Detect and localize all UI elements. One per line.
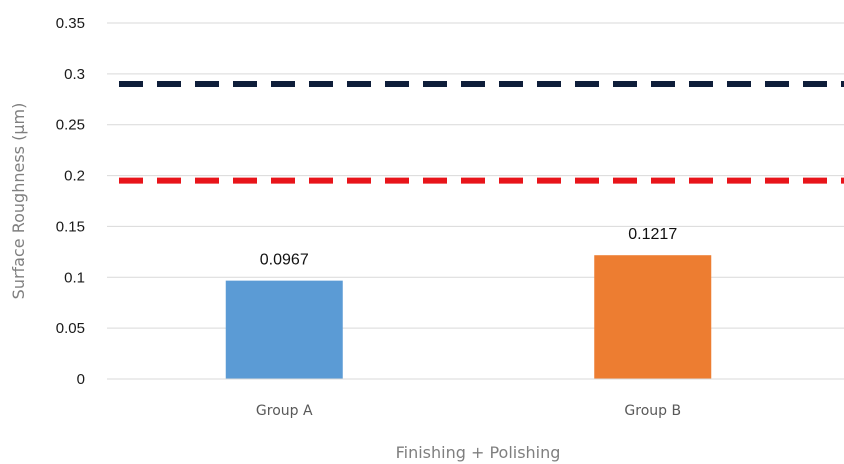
y-tick-label: 0.05 [56, 320, 85, 337]
y-tick-label: 0 [77, 371, 85, 388]
y-tick-label: 0.15 [56, 218, 85, 235]
y-tick-label: 0.2 [64, 168, 85, 185]
data-labels: 0.0967 0.1217 [260, 226, 678, 268]
bar [594, 255, 712, 379]
data-label: 0.0967 [260, 252, 309, 269]
y-tick-label: 0.1 [64, 269, 85, 286]
data-label: 0.1217 [628, 226, 677, 243]
x-category-labels: Group A Group B [256, 403, 681, 419]
x-category-label: Group A [256, 403, 313, 419]
bar [225, 280, 343, 379]
y-tick-label: 0.3 [64, 66, 85, 83]
y-axis-title: Surface Roughness (µm) [9, 103, 28, 300]
y-tick-label: 0.35 [56, 15, 85, 32]
y-tick-label: 0.25 [56, 117, 85, 134]
x-axis-title: Finishing + Polishing [396, 443, 561, 462]
bars [225, 255, 712, 379]
gridlines [107, 22, 844, 329]
x-category-label: Group B [624, 403, 681, 419]
reference-lines [119, 81, 844, 184]
y-tick-labels: 0 0.05 0.1 0.15 0.2 0.25 0.3 0.35 [56, 15, 85, 388]
